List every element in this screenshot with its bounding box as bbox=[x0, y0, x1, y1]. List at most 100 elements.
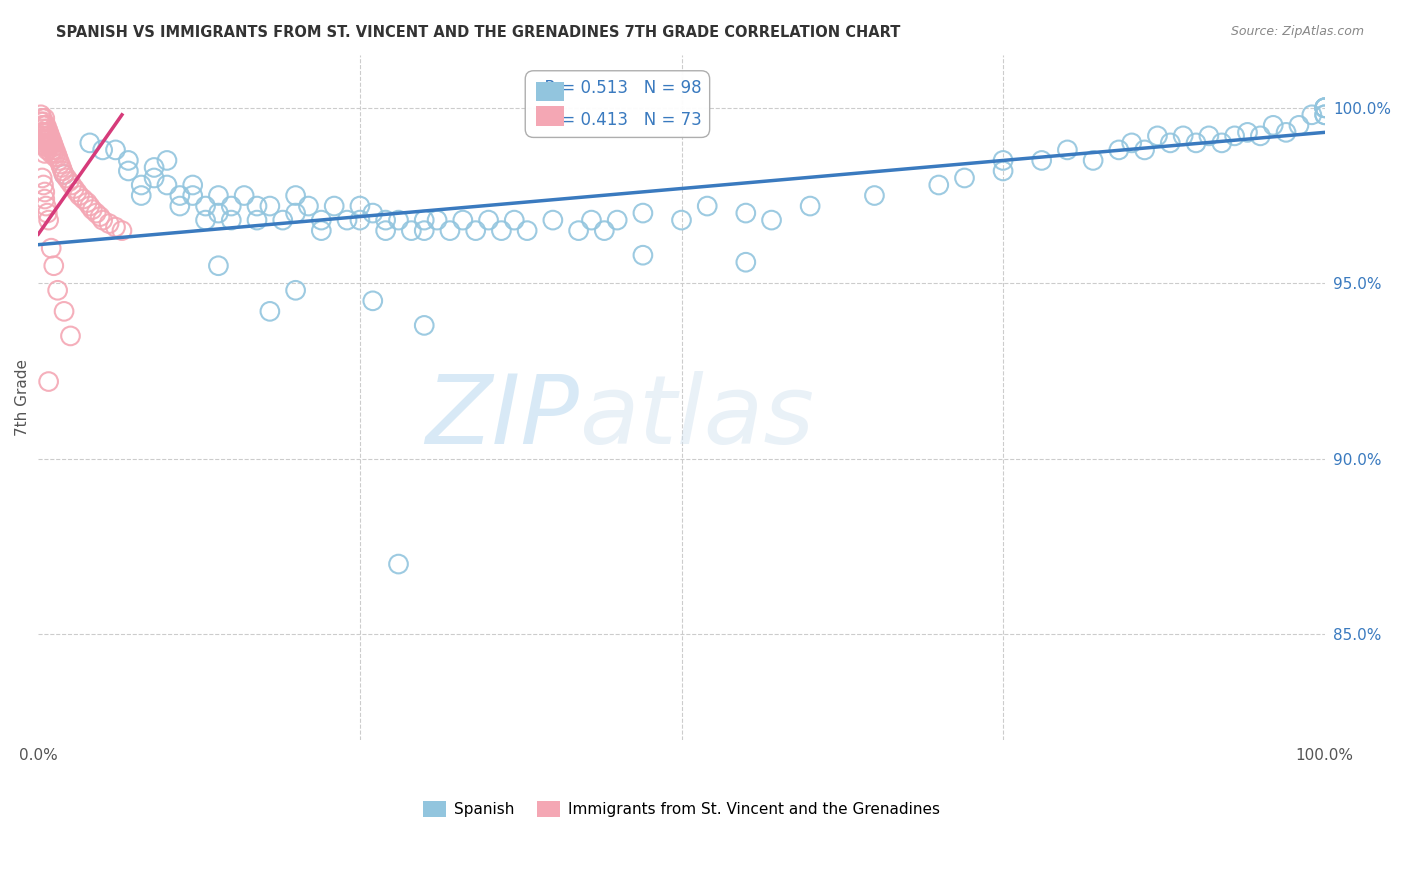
Point bbox=[91, 213, 114, 227]
Point bbox=[991, 164, 1014, 178]
Point bbox=[246, 199, 269, 213]
Point bbox=[503, 213, 526, 227]
Point bbox=[631, 206, 654, 220]
Point bbox=[953, 171, 976, 186]
Point bbox=[271, 213, 294, 227]
Point bbox=[34, 112, 56, 126]
Point bbox=[259, 304, 281, 318]
Point bbox=[35, 139, 58, 153]
Point bbox=[42, 139, 65, 153]
Point bbox=[1288, 119, 1310, 133]
Point bbox=[1301, 108, 1323, 122]
Point bbox=[426, 213, 449, 227]
Point bbox=[156, 178, 179, 192]
Point bbox=[1185, 136, 1208, 150]
Point bbox=[387, 213, 409, 227]
Point bbox=[181, 178, 204, 192]
Point bbox=[181, 188, 204, 202]
Point bbox=[631, 248, 654, 262]
Point bbox=[129, 178, 152, 192]
Point bbox=[207, 188, 229, 202]
Point bbox=[361, 206, 384, 220]
Point bbox=[349, 213, 371, 227]
Point bbox=[37, 136, 59, 150]
Point bbox=[117, 164, 139, 178]
Point bbox=[79, 199, 101, 213]
Point bbox=[799, 199, 821, 213]
Point bbox=[31, 112, 53, 126]
Point bbox=[169, 188, 191, 202]
Point bbox=[37, 128, 59, 143]
Point bbox=[38, 128, 60, 143]
Point bbox=[31, 132, 53, 146]
Point bbox=[32, 121, 55, 136]
Point bbox=[66, 185, 89, 199]
Point bbox=[129, 188, 152, 202]
Point bbox=[143, 161, 166, 175]
Point bbox=[284, 206, 307, 220]
Point bbox=[863, 188, 886, 202]
Point bbox=[49, 157, 72, 171]
Point bbox=[413, 318, 436, 333]
Point bbox=[1198, 128, 1220, 143]
Point bbox=[31, 125, 53, 139]
Point bbox=[41, 143, 63, 157]
Point bbox=[1133, 143, 1156, 157]
Point bbox=[734, 255, 756, 269]
Point bbox=[38, 125, 60, 139]
Point bbox=[51, 161, 73, 175]
Point bbox=[156, 153, 179, 168]
Point bbox=[38, 132, 60, 146]
Point bbox=[761, 213, 783, 227]
Y-axis label: 7th Grade: 7th Grade bbox=[15, 359, 30, 436]
Point bbox=[30, 115, 52, 129]
Point bbox=[46, 283, 69, 297]
Point bbox=[38, 136, 60, 150]
Point bbox=[451, 213, 474, 227]
Point bbox=[581, 213, 603, 227]
Point bbox=[233, 188, 256, 202]
Point bbox=[111, 224, 134, 238]
Point bbox=[60, 178, 83, 192]
Point bbox=[39, 139, 62, 153]
Point bbox=[37, 143, 59, 157]
Text: SPANISH VS IMMIGRANTS FROM ST. VINCENT AND THE GRENADINES 7TH GRADE CORRELATION : SPANISH VS IMMIGRANTS FROM ST. VINCENT A… bbox=[56, 25, 901, 40]
Point bbox=[323, 199, 346, 213]
Point bbox=[1263, 119, 1285, 133]
Text: R = 0.513   N = 98
  R = 0.413   N = 73: R = 0.513 N = 98 R = 0.413 N = 73 bbox=[533, 79, 702, 129]
Point bbox=[34, 192, 56, 206]
Point bbox=[593, 224, 616, 238]
Point bbox=[143, 171, 166, 186]
Point bbox=[1275, 125, 1298, 139]
Point bbox=[104, 220, 127, 235]
Point bbox=[194, 199, 217, 213]
Point bbox=[1056, 143, 1078, 157]
Point bbox=[32, 178, 55, 192]
Point bbox=[336, 213, 359, 227]
Point bbox=[69, 188, 91, 202]
Point bbox=[413, 213, 436, 227]
Point bbox=[35, 132, 58, 146]
Point bbox=[477, 213, 499, 227]
Point bbox=[53, 168, 76, 182]
Point bbox=[696, 199, 718, 213]
Point bbox=[311, 224, 333, 238]
Point bbox=[34, 125, 56, 139]
Point bbox=[39, 241, 62, 255]
Point bbox=[246, 213, 269, 227]
Point bbox=[48, 153, 70, 168]
Point bbox=[219, 213, 242, 227]
Point bbox=[491, 224, 513, 238]
Point bbox=[387, 557, 409, 571]
Point bbox=[516, 224, 538, 238]
Point bbox=[671, 213, 693, 227]
Point bbox=[39, 146, 62, 161]
Text: ZIP: ZIP bbox=[425, 371, 579, 465]
Point bbox=[32, 128, 55, 143]
Point bbox=[76, 195, 98, 210]
Point bbox=[401, 224, 423, 238]
Point bbox=[84, 206, 107, 220]
Point bbox=[34, 185, 56, 199]
Point bbox=[1211, 136, 1233, 150]
Point bbox=[104, 143, 127, 157]
